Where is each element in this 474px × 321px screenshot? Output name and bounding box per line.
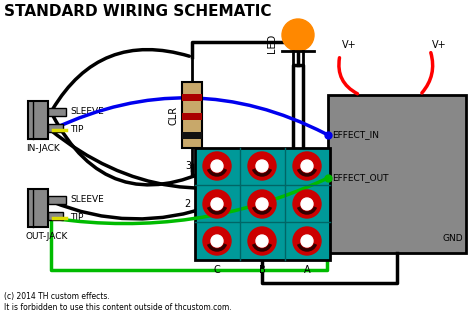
Text: SLEEVE: SLEEVE <box>70 195 104 204</box>
Circle shape <box>293 152 321 180</box>
Text: (c) 2014 TH custom effects.: (c) 2014 TH custom effects. <box>4 292 110 301</box>
Text: CLR: CLR <box>169 105 179 125</box>
Circle shape <box>293 227 321 255</box>
Text: C: C <box>214 265 220 275</box>
Text: STANDARD WIRING SCHEMATIC: STANDARD WIRING SCHEMATIC <box>4 4 272 19</box>
Text: SLEEVE: SLEEVE <box>70 108 104 117</box>
Bar <box>48 212 63 220</box>
Text: EFFECT_OUT: EFFECT_OUT <box>332 173 389 183</box>
Circle shape <box>211 235 223 247</box>
Bar <box>48 196 66 204</box>
Circle shape <box>293 190 321 218</box>
Circle shape <box>203 190 231 218</box>
Circle shape <box>256 235 268 247</box>
Text: OUT-JACK: OUT-JACK <box>26 232 68 241</box>
Text: GND: GND <box>442 234 463 243</box>
Bar <box>182 82 202 148</box>
Text: A: A <box>304 265 310 275</box>
Bar <box>28 189 48 227</box>
Circle shape <box>256 160 268 172</box>
Text: V+: V+ <box>432 40 447 50</box>
Circle shape <box>203 227 231 255</box>
Text: It is forbidden to use this content outside of thcustom.com.: It is forbidden to use this content outs… <box>4 303 232 312</box>
Circle shape <box>203 152 231 180</box>
Text: TIP: TIP <box>70 213 83 222</box>
Circle shape <box>301 235 313 247</box>
Text: LED: LED <box>267 33 277 53</box>
Text: B: B <box>259 265 265 275</box>
Circle shape <box>301 160 313 172</box>
Circle shape <box>301 198 313 210</box>
Circle shape <box>211 160 223 172</box>
Circle shape <box>256 198 268 210</box>
Bar <box>195 148 330 260</box>
Bar <box>182 94 202 101</box>
Bar <box>182 132 202 139</box>
Text: 3: 3 <box>185 161 191 171</box>
Bar <box>28 101 48 139</box>
Text: V+: V+ <box>342 40 356 50</box>
Bar <box>48 108 66 116</box>
Bar <box>48 124 63 132</box>
Bar <box>182 113 202 120</box>
Bar <box>328 95 466 253</box>
Circle shape <box>248 190 276 218</box>
Text: IN-JACK: IN-JACK <box>26 144 60 153</box>
Text: EFFECT_IN: EFFECT_IN <box>332 131 379 140</box>
Circle shape <box>211 198 223 210</box>
Circle shape <box>248 227 276 255</box>
Circle shape <box>282 19 314 51</box>
Text: 2: 2 <box>185 199 191 209</box>
Circle shape <box>248 152 276 180</box>
Text: TIP: TIP <box>70 126 83 134</box>
